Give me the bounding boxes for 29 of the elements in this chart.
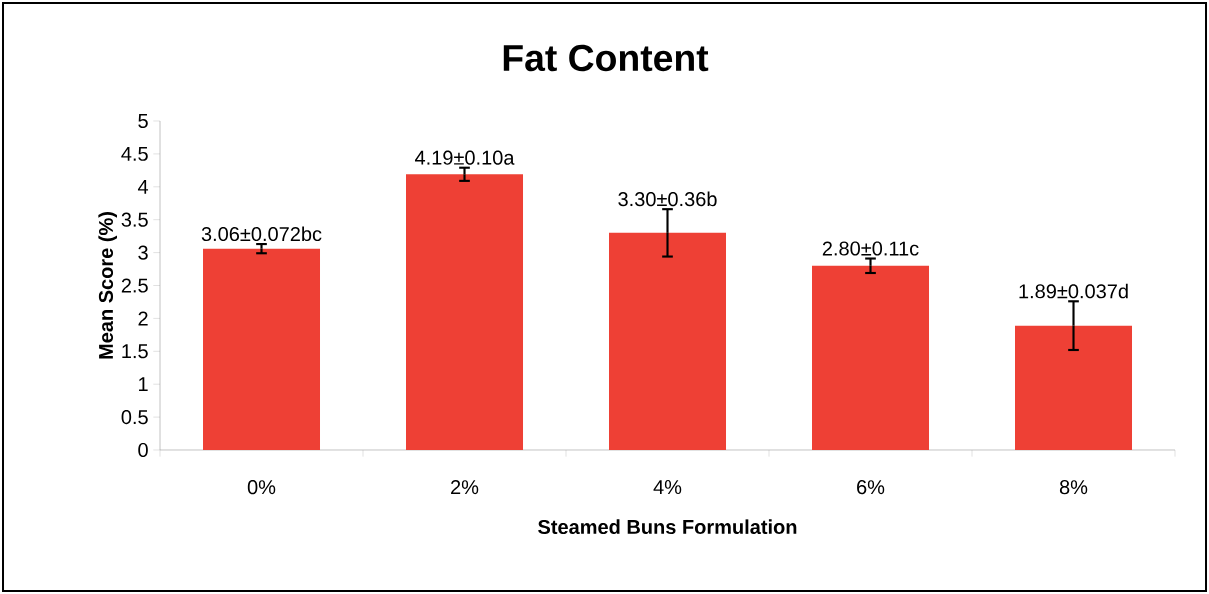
y-tick-label: 0 xyxy=(138,442,148,458)
data-label: 4.19±0.10a xyxy=(414,150,515,165)
x-tick-label: 4% xyxy=(653,480,682,495)
x-tick-label: 6% xyxy=(857,480,885,495)
y-axis-title: Mean Score (%) xyxy=(98,212,117,359)
bar xyxy=(406,174,524,450)
x-axis-title: Steamed Buns Formulation xyxy=(538,519,797,535)
x-tick-label: 2% xyxy=(451,480,479,495)
y-tick-label: 1 xyxy=(139,377,148,392)
bar xyxy=(609,232,726,450)
y-tick-label: 4 xyxy=(137,179,149,194)
bar xyxy=(1015,325,1133,450)
y-tick-label: 0.5 xyxy=(121,410,148,425)
x-tick-label: 0% xyxy=(247,480,276,495)
y-tick-label: 5 xyxy=(138,114,148,128)
bar xyxy=(812,265,930,450)
data-label: 1.89±0.037d xyxy=(1019,283,1128,299)
data-label: 3.30±0.36b xyxy=(618,191,717,207)
bar xyxy=(203,248,321,450)
x-tick-label: 8% xyxy=(1059,480,1088,495)
y-tick-label: 2 xyxy=(138,311,148,326)
y-tick-label: 2.5 xyxy=(121,278,148,293)
y-tick-label: 3 xyxy=(138,245,148,260)
y-tick-label: 3.5 xyxy=(121,212,148,227)
data-label: 2.80±0.11c xyxy=(822,241,919,256)
y-tick-label: 4.5 xyxy=(121,146,148,161)
y-tick-label: 1.5 xyxy=(122,344,148,359)
data-label: 3.06±0.072bc xyxy=(201,226,322,242)
chart-title: Fat Content xyxy=(503,44,709,72)
